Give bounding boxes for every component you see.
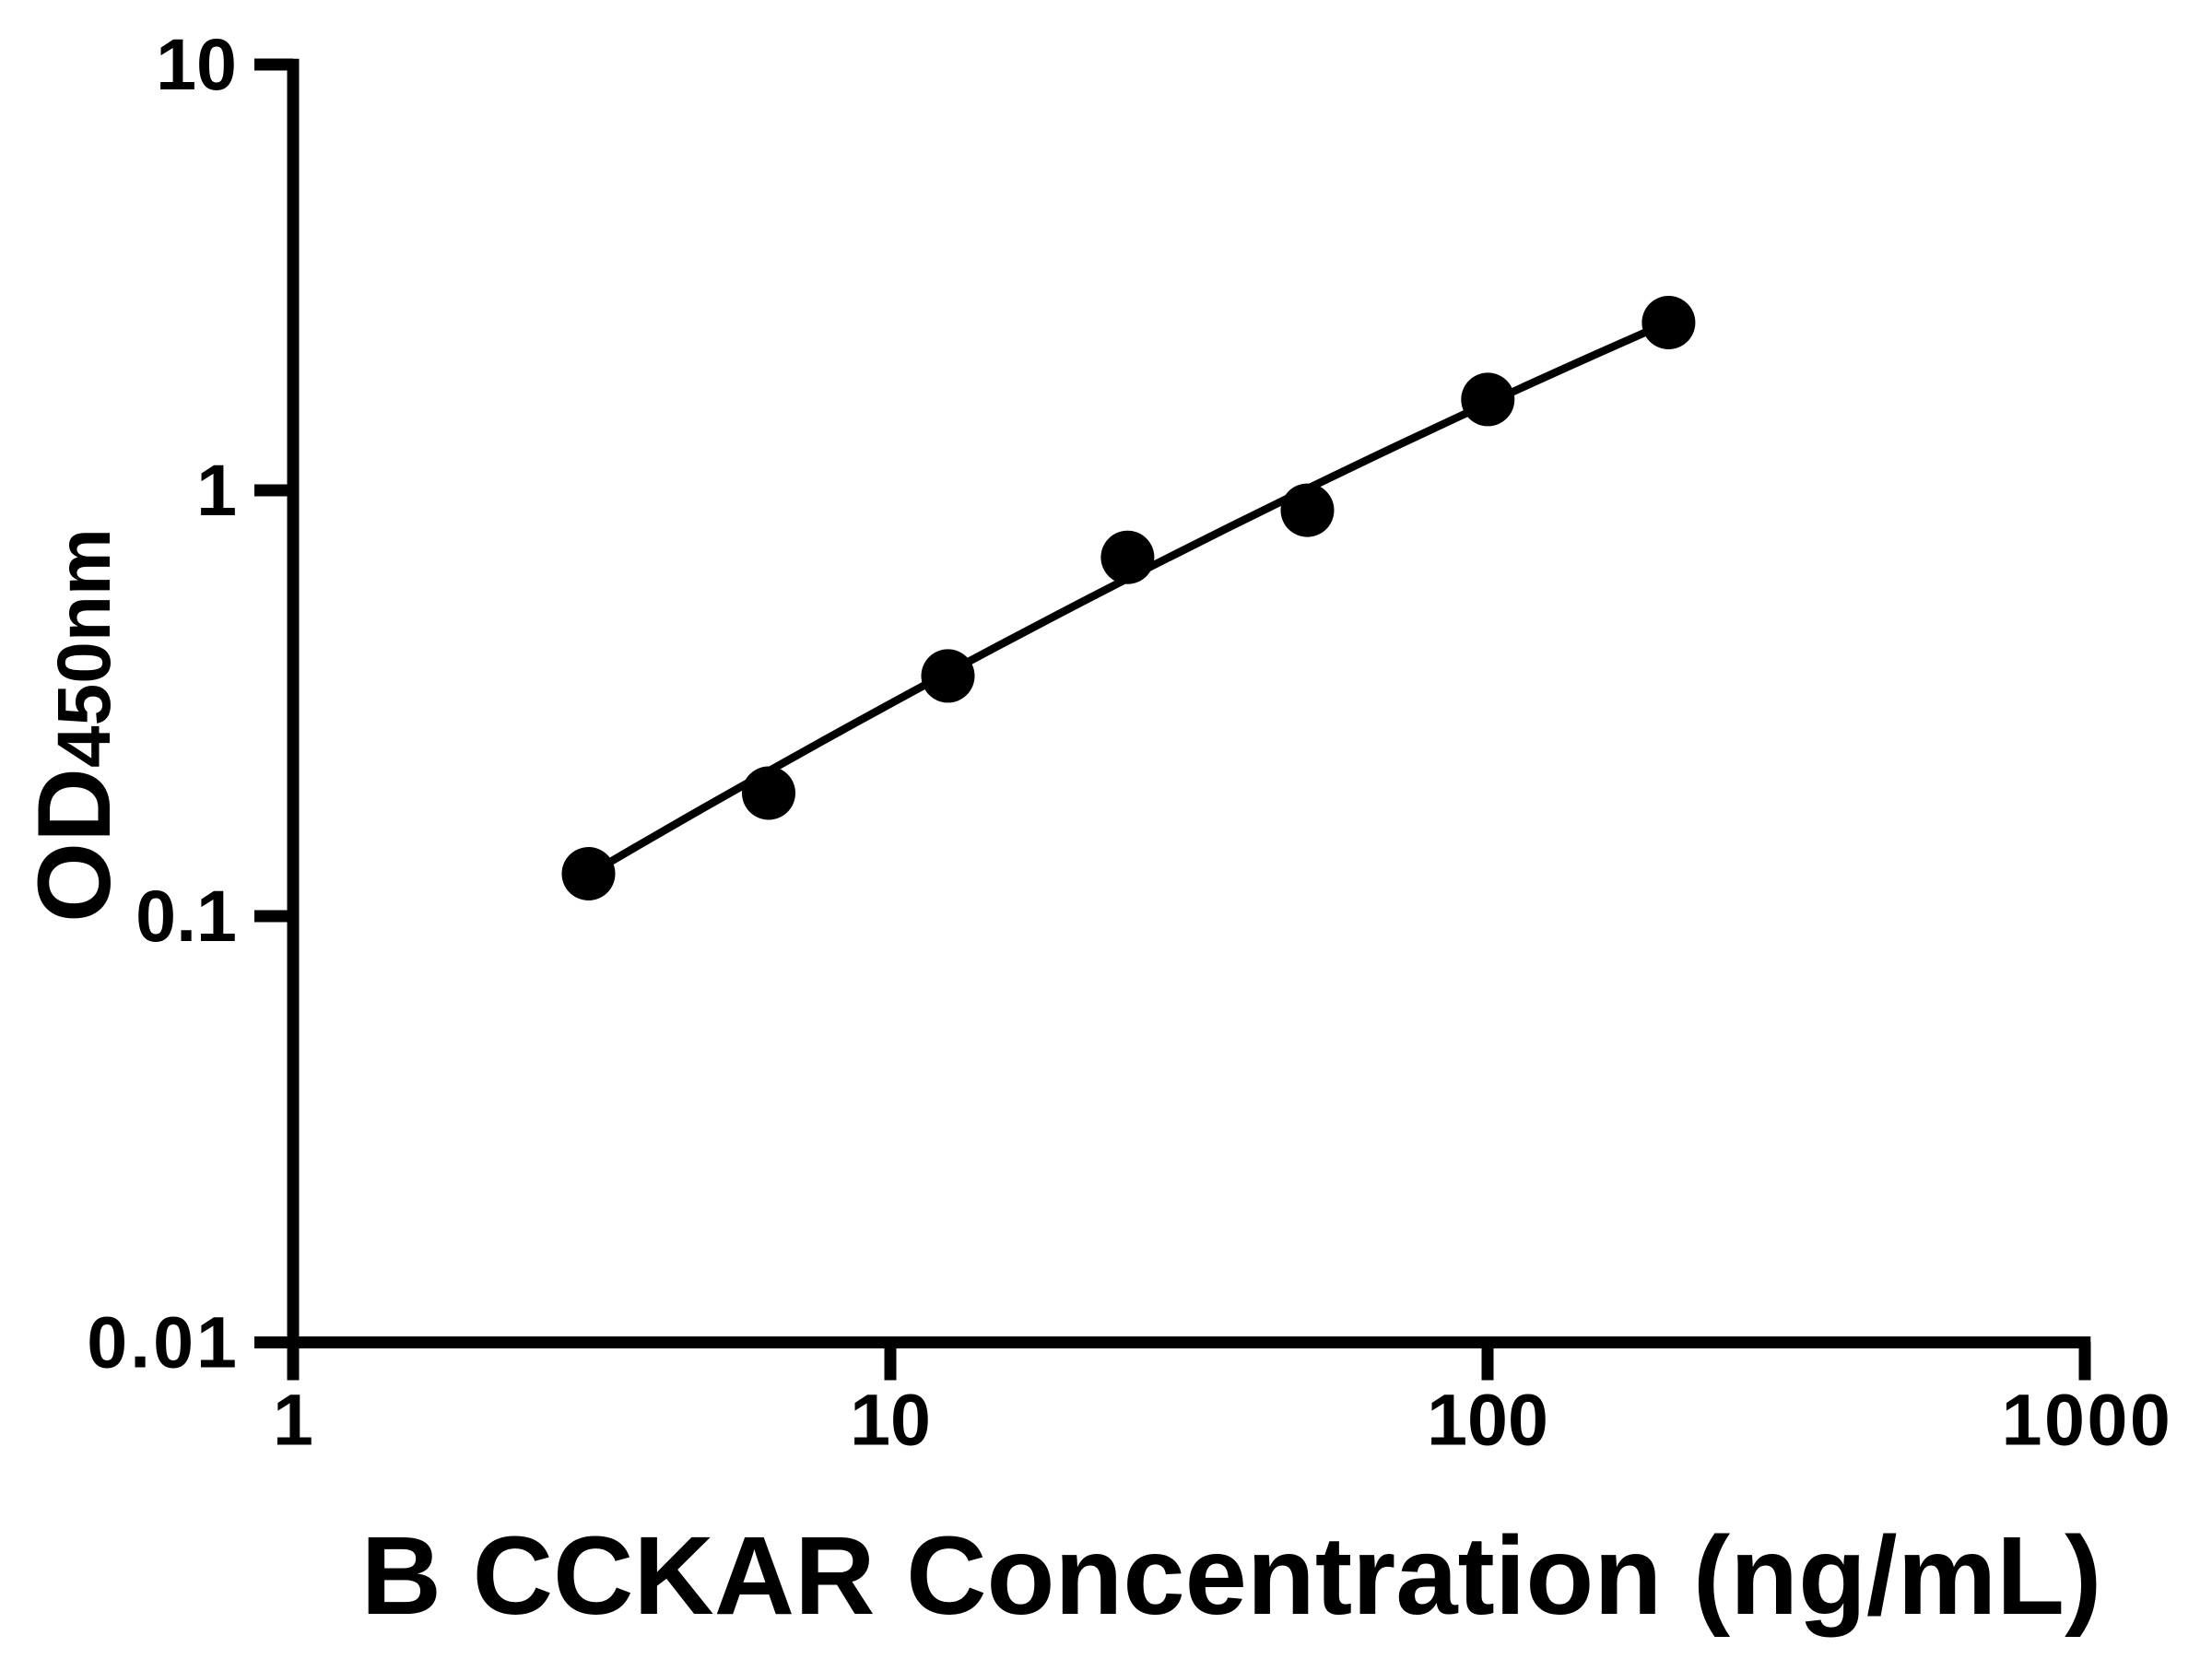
svg-text:0.1: 0.1	[135, 875, 237, 957]
svg-text:1: 1	[273, 1379, 313, 1461]
svg-text:0.01: 0.01	[87, 1301, 240, 1383]
svg-text:10: 10	[156, 23, 237, 105]
svg-text:B CCKAR Concentration (ng/mL): B CCKAR Concentration (ng/mL)	[361, 1512, 2102, 1638]
svg-text:1: 1	[196, 449, 237, 531]
svg-text:1000: 1000	[2002, 1379, 2173, 1461]
svg-text:10: 10	[850, 1379, 931, 1461]
svg-text:100: 100	[1427, 1379, 1548, 1461]
